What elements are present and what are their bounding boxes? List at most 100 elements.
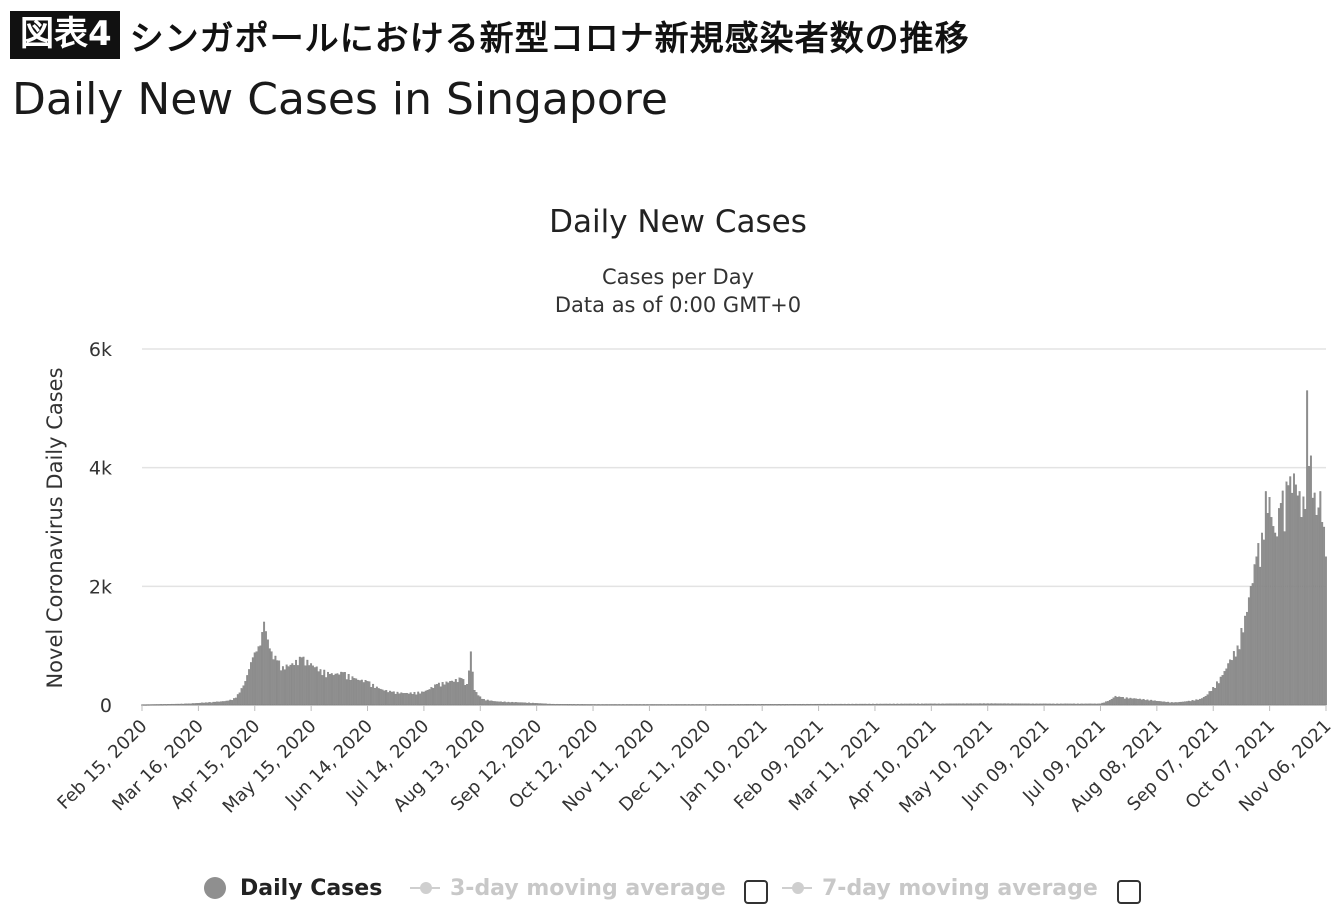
daily-case-bar[interactable] <box>990 703 993 706</box>
daily-case-bar[interactable] <box>142 704 145 706</box>
daily-case-bar[interactable] <box>813 703 816 706</box>
daily-case-bar[interactable] <box>631 704 634 706</box>
daily-case-bar[interactable] <box>1146 699 1149 706</box>
daily-case-bar[interactable] <box>778 704 781 706</box>
daily-case-bar[interactable] <box>911 703 914 706</box>
daily-case-bar[interactable] <box>265 631 267 706</box>
daily-case-bar[interactable] <box>838 703 841 706</box>
daily-case-bar[interactable] <box>975 703 978 706</box>
daily-case-bar[interactable] <box>909 703 912 706</box>
daily-case-bar[interactable] <box>280 670 282 706</box>
daily-case-bar[interactable] <box>979 703 982 706</box>
daily-case-bar[interactable] <box>1150 699 1153 706</box>
daily-case-bar[interactable] <box>550 703 553 706</box>
daily-case-bar[interactable] <box>468 670 470 706</box>
daily-case-bar[interactable] <box>749 704 752 706</box>
daily-case-bar[interactable] <box>560 704 562 706</box>
daily-case-bar[interactable] <box>300 657 303 706</box>
daily-case-bar[interactable] <box>847 703 850 706</box>
daily-case-bar[interactable] <box>270 651 273 706</box>
daily-case-bar[interactable] <box>789 704 792 706</box>
daily-case-bar[interactable] <box>317 671 320 706</box>
daily-case-bar[interactable] <box>347 674 350 706</box>
daily-case-bar[interactable] <box>937 703 940 706</box>
daily-case-bar[interactable] <box>1161 701 1164 706</box>
daily-case-bar[interactable] <box>1193 700 1196 706</box>
daily-case-bar[interactable] <box>1182 701 1185 706</box>
daily-case-bar[interactable] <box>1306 390 1309 706</box>
daily-case-bar[interactable] <box>1236 645 1239 706</box>
daily-case-bar[interactable] <box>1110 698 1113 706</box>
daily-case-bar[interactable] <box>578 704 581 706</box>
daily-case-bar[interactable] <box>274 655 277 706</box>
daily-case-bar[interactable] <box>601 704 604 706</box>
daily-case-bar[interactable] <box>421 691 423 706</box>
daily-case-bar[interactable] <box>195 703 198 706</box>
daily-case-bar[interactable] <box>862 703 865 706</box>
daily-case-bar[interactable] <box>310 663 313 706</box>
daily-case-bar[interactable] <box>206 702 209 706</box>
daily-case-bar[interactable] <box>618 704 621 706</box>
daily-case-bar[interactable] <box>796 704 799 706</box>
daily-case-bar[interactable] <box>156 704 158 706</box>
daily-case-bar[interactable] <box>332 675 335 706</box>
daily-case-bar[interactable] <box>654 704 656 706</box>
daily-case-bar[interactable] <box>795 704 797 706</box>
daily-case-bar[interactable] <box>1107 701 1109 706</box>
daily-case-bar[interactable] <box>857 703 859 706</box>
daily-case-bar[interactable] <box>1229 659 1232 706</box>
daily-case-bar[interactable] <box>573 704 576 706</box>
daily-case-bar[interactable] <box>892 703 895 706</box>
daily-case-bar[interactable] <box>1063 703 1066 706</box>
daily-case-bar[interactable] <box>746 704 749 706</box>
daily-case-bar[interactable] <box>1315 514 1318 706</box>
daily-case-bar[interactable] <box>443 684 446 706</box>
daily-case-bar[interactable] <box>144 704 147 706</box>
daily-case-bar[interactable] <box>1097 703 1100 706</box>
daily-case-bar[interactable] <box>327 671 329 706</box>
daily-case-bar[interactable] <box>460 678 463 706</box>
daily-case-bar[interactable] <box>657 704 660 706</box>
daily-case-bar[interactable] <box>971 703 974 706</box>
daily-case-bar[interactable] <box>723 704 726 706</box>
daily-case-bar[interactable] <box>486 699 489 706</box>
daily-case-bar[interactable] <box>1185 701 1188 706</box>
daily-case-bar[interactable] <box>266 639 269 706</box>
daily-case-bar[interactable] <box>1281 490 1284 706</box>
daily-case-bar[interactable] <box>1078 703 1081 706</box>
daily-case-bar[interactable] <box>798 703 801 706</box>
daily-case-bar[interactable] <box>881 703 884 706</box>
daily-case-bar[interactable] <box>1202 697 1205 706</box>
daily-case-bar[interactable] <box>729 704 732 706</box>
daily-case-bar[interactable] <box>276 660 279 706</box>
daily-case-bar[interactable] <box>1285 481 1288 706</box>
daily-case-bar[interactable] <box>633 704 636 706</box>
daily-case-bar[interactable] <box>334 673 337 706</box>
daily-case-bar[interactable] <box>417 691 420 706</box>
daily-case-bar[interactable] <box>902 703 905 706</box>
daily-case-bar[interactable] <box>669 704 672 706</box>
daily-case-bar[interactable] <box>1159 701 1162 706</box>
daily-case-bar[interactable] <box>770 704 773 706</box>
daily-case-bar[interactable] <box>887 703 890 706</box>
daily-case-bar[interactable] <box>210 702 213 706</box>
daily-case-bar[interactable] <box>1073 703 1076 706</box>
daily-case-bar[interactable] <box>635 704 638 706</box>
daily-case-bar[interactable] <box>699 704 702 706</box>
daily-case-bar[interactable] <box>661 704 664 706</box>
daily-case-bar[interactable] <box>624 704 626 706</box>
daily-case-bar[interactable] <box>1242 632 1245 706</box>
daily-case-bar[interactable] <box>312 665 314 706</box>
daily-case-bar[interactable] <box>599 704 602 706</box>
daily-case-bar[interactable] <box>172 703 175 706</box>
daily-case-bar[interactable] <box>1259 566 1262 706</box>
daily-case-bar[interactable] <box>1195 699 1198 706</box>
daily-case-bar[interactable] <box>830 703 833 706</box>
daily-case-bar[interactable] <box>678 704 681 706</box>
daily-case-bar[interactable] <box>268 648 271 706</box>
daily-case-bar[interactable] <box>415 694 418 706</box>
daily-case-bar[interactable] <box>1278 508 1280 706</box>
daily-case-bar[interactable] <box>216 701 219 706</box>
daily-case-bar[interactable] <box>622 704 625 706</box>
daily-case-bar[interactable] <box>785 704 788 706</box>
